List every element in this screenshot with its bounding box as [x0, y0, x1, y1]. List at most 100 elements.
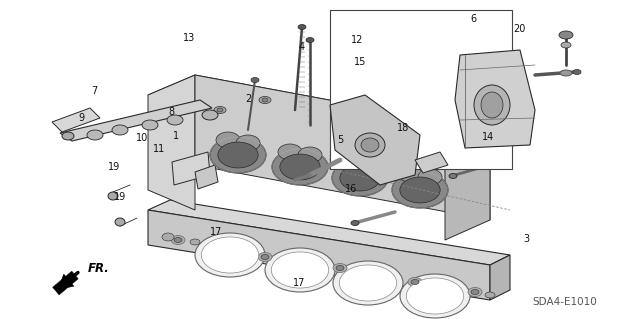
Ellipse shape	[236, 135, 260, 151]
Text: 11: 11	[152, 144, 165, 154]
Ellipse shape	[265, 248, 335, 292]
Ellipse shape	[339, 265, 397, 301]
Ellipse shape	[258, 253, 272, 262]
Text: 9: 9	[79, 113, 85, 123]
Ellipse shape	[367, 106, 373, 110]
Ellipse shape	[210, 137, 266, 173]
Text: 19: 19	[114, 192, 127, 202]
Text: 16: 16	[344, 184, 357, 194]
Ellipse shape	[573, 70, 581, 75]
Ellipse shape	[251, 78, 259, 83]
Ellipse shape	[408, 278, 422, 286]
Ellipse shape	[411, 51, 419, 56]
Ellipse shape	[62, 132, 74, 140]
Ellipse shape	[340, 165, 380, 191]
Text: SDA4-E1010: SDA4-E1010	[532, 297, 597, 307]
Text: 20: 20	[513, 24, 526, 34]
Text: 4: 4	[299, 42, 305, 52]
Ellipse shape	[162, 233, 174, 241]
Ellipse shape	[364, 105, 376, 112]
Ellipse shape	[418, 169, 442, 185]
Text: 10: 10	[136, 133, 148, 143]
Ellipse shape	[449, 174, 457, 179]
Ellipse shape	[411, 38, 419, 42]
Ellipse shape	[559, 31, 573, 39]
Ellipse shape	[272, 149, 328, 185]
Ellipse shape	[278, 144, 302, 160]
Ellipse shape	[361, 138, 379, 152]
Ellipse shape	[400, 274, 470, 318]
Ellipse shape	[349, 86, 361, 94]
Text: FR.: FR.	[88, 262, 110, 275]
Polygon shape	[445, 130, 490, 240]
Ellipse shape	[356, 23, 364, 27]
Ellipse shape	[87, 130, 103, 140]
Ellipse shape	[398, 166, 422, 182]
Ellipse shape	[381, 27, 389, 33]
Text: 17: 17	[210, 227, 223, 237]
Ellipse shape	[167, 115, 183, 125]
Ellipse shape	[214, 107, 226, 114]
Ellipse shape	[358, 158, 382, 174]
Text: 12: 12	[351, 35, 364, 45]
Polygon shape	[415, 152, 448, 173]
Text: 8: 8	[168, 107, 175, 117]
Ellipse shape	[195, 233, 265, 277]
Ellipse shape	[392, 172, 448, 208]
Ellipse shape	[338, 155, 362, 171]
Text: 19: 19	[108, 161, 120, 172]
Ellipse shape	[261, 255, 269, 259]
Text: 3: 3	[523, 234, 529, 244]
Text: 13: 13	[182, 33, 195, 43]
Text: 6: 6	[470, 14, 477, 24]
Polygon shape	[195, 165, 218, 189]
Ellipse shape	[333, 263, 347, 272]
Ellipse shape	[333, 261, 403, 305]
Ellipse shape	[259, 97, 271, 103]
Ellipse shape	[331, 27, 339, 33]
Ellipse shape	[560, 70, 572, 76]
Text: 5: 5	[337, 135, 344, 145]
Ellipse shape	[485, 292, 495, 298]
Polygon shape	[148, 210, 490, 300]
Polygon shape	[148, 75, 195, 210]
Text: 2: 2	[245, 94, 252, 104]
Bar	[330, 10, 512, 169]
Polygon shape	[172, 152, 210, 185]
Text: 18: 18	[397, 122, 410, 133]
Ellipse shape	[271, 252, 329, 288]
Ellipse shape	[280, 154, 320, 180]
Text: 15: 15	[353, 57, 366, 67]
Polygon shape	[330, 95, 420, 185]
Ellipse shape	[561, 42, 571, 48]
Ellipse shape	[298, 25, 306, 29]
Ellipse shape	[447, 128, 453, 132]
Ellipse shape	[444, 127, 456, 133]
Ellipse shape	[411, 279, 419, 285]
Ellipse shape	[190, 239, 200, 245]
Ellipse shape	[306, 38, 314, 42]
Ellipse shape	[216, 132, 240, 148]
Text: 14: 14	[481, 131, 494, 142]
Polygon shape	[455, 50, 535, 148]
Ellipse shape	[171, 235, 185, 244]
Ellipse shape	[481, 92, 503, 118]
Polygon shape	[52, 271, 78, 295]
Ellipse shape	[471, 290, 479, 294]
Ellipse shape	[351, 220, 359, 226]
Polygon shape	[490, 255, 510, 300]
Ellipse shape	[262, 98, 268, 102]
Text: 7: 7	[92, 86, 98, 96]
Ellipse shape	[108, 192, 118, 200]
Ellipse shape	[406, 278, 464, 314]
Ellipse shape	[474, 85, 510, 125]
Ellipse shape	[298, 147, 322, 163]
Ellipse shape	[355, 133, 385, 157]
Text: 1: 1	[173, 130, 179, 141]
Text: 17: 17	[293, 278, 306, 288]
Ellipse shape	[115, 218, 125, 226]
Ellipse shape	[202, 110, 218, 120]
Ellipse shape	[449, 286, 461, 294]
Ellipse shape	[336, 265, 344, 271]
Polygon shape	[148, 75, 490, 152]
